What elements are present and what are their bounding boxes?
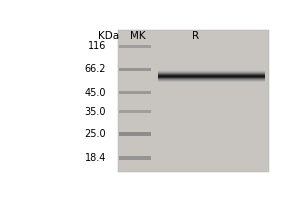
Text: 25.0: 25.0: [85, 129, 106, 139]
Bar: [158, 74, 266, 75]
Bar: [158, 73, 266, 74]
Bar: [158, 80, 266, 81]
Text: 18.4: 18.4: [85, 153, 106, 163]
Bar: [119, 91, 152, 94]
Bar: [158, 70, 266, 71]
Bar: [158, 76, 266, 77]
Bar: [158, 79, 266, 80]
Bar: [158, 80, 266, 81]
Bar: [158, 75, 266, 76]
Bar: [158, 77, 266, 78]
Bar: [158, 71, 266, 72]
Text: KDa: KDa: [98, 31, 119, 41]
Text: 66.2: 66.2: [85, 64, 106, 74]
Bar: [118, 30, 269, 172]
Bar: [158, 72, 266, 73]
Bar: [119, 110, 152, 113]
Bar: [158, 71, 266, 72]
Bar: [119, 156, 152, 160]
Bar: [158, 81, 266, 82]
Bar: [158, 81, 266, 82]
Bar: [119, 68, 152, 71]
Bar: [158, 76, 266, 77]
Bar: [158, 79, 266, 80]
Text: 116: 116: [88, 41, 106, 51]
Text: MK: MK: [130, 31, 145, 41]
Text: 45.0: 45.0: [85, 88, 106, 98]
Bar: [158, 74, 266, 75]
Bar: [158, 77, 266, 78]
Bar: [158, 72, 266, 73]
Text: R: R: [192, 31, 199, 41]
Text: 35.0: 35.0: [85, 107, 106, 117]
Bar: [119, 45, 152, 48]
Bar: [158, 75, 266, 76]
Bar: [158, 78, 266, 79]
Bar: [119, 132, 152, 136]
